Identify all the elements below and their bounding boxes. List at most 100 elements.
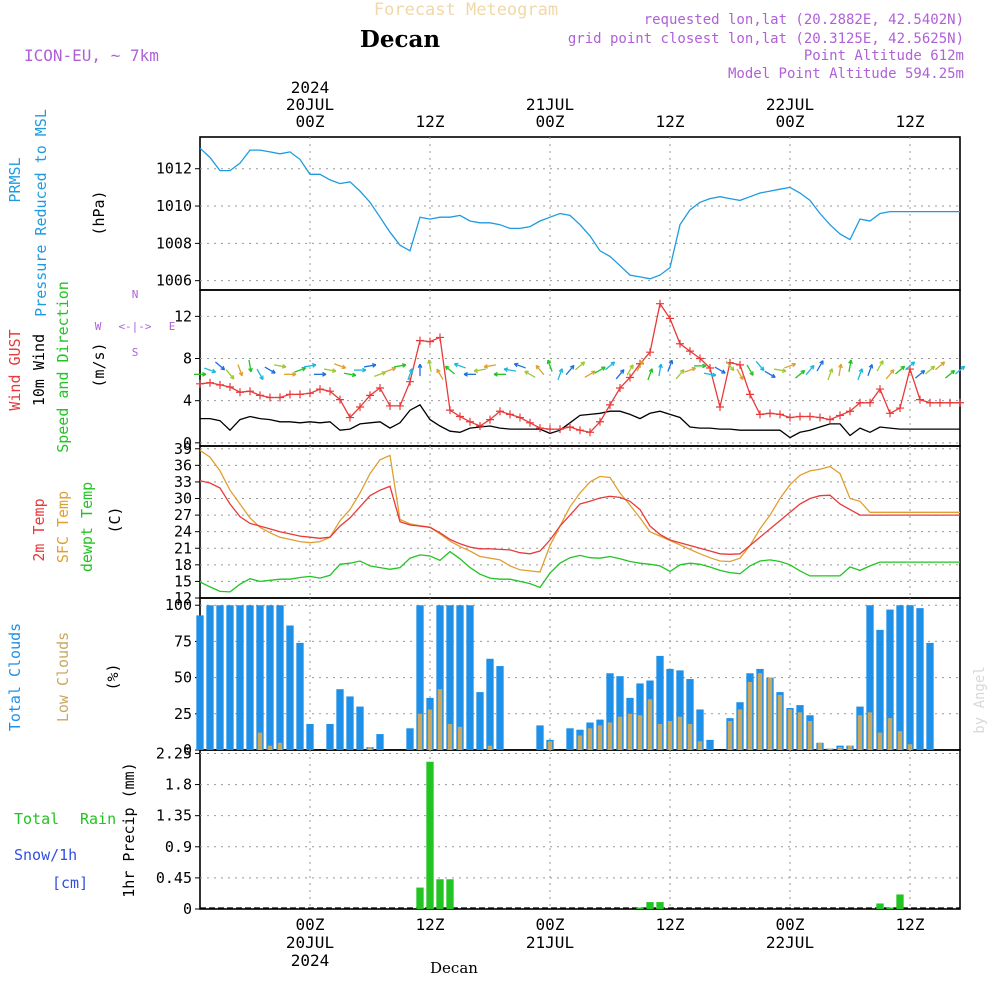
low-cloud-bar (827, 748, 833, 750)
wind-arrow-head (546, 359, 552, 365)
low-cloud-bar (817, 742, 823, 750)
gust-marker (856, 398, 864, 407)
wind-direction-arrow (944, 369, 956, 379)
total-cloud-bar (446, 605, 454, 750)
wind-direction-arrow (294, 367, 306, 373)
wind-direction-arrow (483, 364, 497, 368)
wind-arrow-head (601, 366, 606, 371)
low-cloud-bar (857, 715, 863, 750)
gust-marker (566, 423, 574, 432)
low-cloud-bar (427, 709, 433, 750)
y-tick-label-temp: 33 (174, 473, 192, 491)
wind-arrow-head (202, 371, 207, 377)
total-cloud-bar (876, 629, 884, 750)
wind-direction-arrow (384, 367, 396, 373)
y-tick-label-temp: 36 (174, 456, 192, 474)
gust-marker (816, 413, 824, 422)
y-tick-label-pressure: 1012 (156, 160, 192, 178)
top-time-label: 2024 (291, 78, 330, 97)
wind-arrow-head (301, 366, 307, 372)
gridpoint-coords: grid point closest lon,lat (20.3125E, 42… (568, 31, 964, 47)
wind-direction-arrow (885, 369, 895, 380)
chart-title: Forecast Meteogram (374, 0, 558, 20)
y-tick-label-wind: 8 (183, 350, 192, 368)
low-cloud-bar (437, 689, 443, 750)
y-tick-label-wind: 12 (174, 307, 192, 325)
gust-marker (336, 395, 344, 404)
total-cloud-bar (326, 723, 334, 750)
bottom-time-label: 22JUL (766, 933, 814, 952)
total-cloud-bar (416, 605, 424, 750)
wind-direction-arrow (626, 364, 634, 376)
wind-direction-arrow (565, 365, 575, 376)
wind-direction-arrow (773, 368, 787, 372)
total-cloud-bar (916, 608, 924, 750)
low-cloud-bar (727, 721, 733, 750)
wind-arrow-head (281, 364, 287, 369)
wind-arrow-head (771, 373, 776, 378)
total-cloud-bar (286, 625, 294, 750)
total-cloud-bar (436, 605, 444, 750)
top-time-label: 00Z (536, 112, 565, 131)
gust-marker (956, 398, 964, 407)
y-tick-label-temp: 15 (174, 572, 192, 590)
wind-arrow-head (391, 366, 397, 372)
sfc-temp-line (199, 449, 960, 573)
total-cloud-bar (236, 605, 244, 750)
wind-arrow-head (889, 369, 895, 374)
y-tick-label-temp: 39 (174, 440, 192, 458)
gust-marker (676, 339, 684, 348)
wind-arrow-head (910, 361, 916, 366)
gust-marker (406, 377, 414, 386)
wind-direction-arrow (714, 366, 726, 374)
wind-arrow-head (781, 368, 787, 373)
wind-arrow-head (791, 362, 797, 368)
gust-marker (686, 347, 694, 356)
wind-arrow-head (828, 368, 834, 373)
total-cloud-bar (606, 673, 614, 750)
gust-marker (736, 360, 744, 369)
rain-bar (446, 879, 454, 909)
low-cloud-bar (447, 723, 453, 750)
bottom-time-label: 00Z (296, 915, 325, 934)
low-cloud-label: Low Clouds (54, 632, 72, 722)
total-cloud-bar (296, 642, 304, 750)
gust-marker (476, 421, 484, 430)
wind-arrow-head (229, 374, 235, 380)
gust-marker (316, 385, 324, 394)
wind-arrow-head (292, 371, 297, 377)
sfc-label: SFC Temp (54, 491, 72, 563)
bottom-time-label: 2024 (291, 951, 330, 970)
gust-marker (306, 389, 314, 398)
wind-arrow-head (453, 362, 459, 368)
cloud-unit: (%) (104, 663, 122, 690)
wind-arrow-head (259, 375, 264, 381)
wind-arrow-head (535, 364, 541, 370)
gust-marker (256, 391, 264, 400)
low-cloud-bar (847, 745, 853, 750)
wind-arrow-head (930, 365, 936, 371)
gust-marker (846, 407, 854, 416)
gust-marker (276, 393, 284, 402)
wind-direction-arrow (658, 364, 662, 377)
gust-marker (396, 401, 404, 410)
wind-direction-arrow (746, 364, 754, 376)
low-cloud-bar (487, 745, 493, 750)
wind-direction-arrow (557, 368, 563, 381)
wind-direction-arrow (914, 369, 926, 379)
wind-direction-arrow (725, 360, 735, 371)
gust-marker (826, 415, 834, 424)
wind-arrow-head (248, 367, 253, 373)
wind-arrow-head (331, 368, 337, 373)
total-cloud-bar (206, 605, 214, 750)
low-cloud-bar (697, 741, 703, 750)
gust-marker (916, 395, 924, 404)
bottom-time-label: 00Z (776, 915, 805, 934)
low-cloud-bar (877, 732, 883, 750)
wind-direction-arrow (225, 369, 235, 380)
bottom-time-label: 21JUL (526, 933, 574, 952)
wind-arrow-head (950, 369, 956, 375)
low-cloud-bar (677, 716, 683, 750)
wind-arrow-head (679, 369, 685, 374)
wind-direction-arrow (675, 369, 685, 380)
